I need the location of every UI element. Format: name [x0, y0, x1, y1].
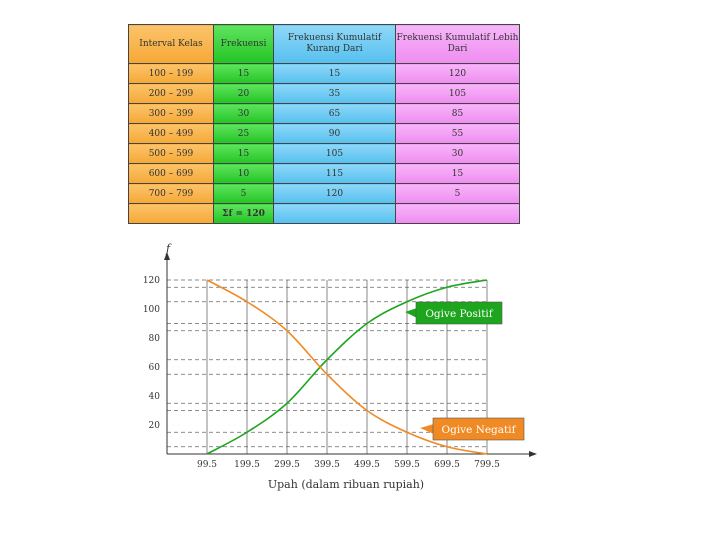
ogive-negative-pointer [420, 424, 434, 434]
interval-cell: 300 – 399 [128, 103, 214, 124]
y-tick-label: 120 [143, 276, 160, 286]
frequency-cell: 20 [213, 83, 274, 104]
cumulative-more-cell: 15 [395, 163, 520, 184]
header-cumulative-less: Frekuensi Kumulatif Kurang Dari [273, 24, 396, 64]
x-tick-label: 699.5 [434, 460, 460, 470]
frequency-cell: 25 [213, 123, 274, 144]
interval-cell: 400 – 499 [128, 123, 214, 144]
cumulative-less-cell: 90 [273, 123, 396, 144]
sum-empty-cell [395, 203, 520, 224]
table-row: 500 – 599 15 105 30 [128, 143, 520, 164]
y-tick-label: 40 [149, 392, 161, 402]
x-tick-label: 799.5 [474, 460, 500, 470]
ogive-negative-label-box [432, 417, 525, 441]
cumulative-less-cell: 120 [273, 183, 396, 204]
table-row: 700 – 799 5 120 5 [128, 183, 520, 204]
table-row: 300 – 399 30 65 85 [128, 103, 520, 124]
x-tick-label: 399.5 [314, 460, 340, 470]
x-tick-label: 299.5 [274, 460, 300, 470]
x-axis-title: Upah (dalam ribuan rupiah) [268, 478, 424, 491]
interval-cell: 200 – 299 [128, 83, 214, 104]
table-row: 400 – 499 25 90 55 [128, 123, 520, 144]
ogive-negative-line [206, 279, 488, 455]
interval-cell: 500 – 599 [128, 143, 214, 164]
table-sum-row: Σf = 120 [128, 203, 520, 224]
x-axis-arrow [529, 451, 537, 457]
x-tick-label: 499.5 [354, 460, 380, 470]
header-interval: Interval Kelas [128, 24, 214, 64]
ogive-positive-pointer [405, 308, 417, 318]
ogive-positive-line [206, 279, 488, 455]
y-tick-label: 20 [149, 421, 161, 431]
interval-cell: 100 – 199 [128, 63, 214, 84]
ogive-positive-label-box [415, 301, 503, 325]
y-tick-label: 60 [149, 363, 161, 373]
cumulative-more-cell: 5 [395, 183, 520, 204]
frequency-cell: 15 [213, 143, 274, 164]
cumulative-more-cell: 120 [395, 63, 520, 84]
y-tick-label: 100 [143, 305, 160, 315]
frequency-cell: 5 [213, 183, 274, 204]
frequency-table: Interval Kelas Frekuensi Frekuensi Kumul… [128, 24, 520, 224]
frequency-sum: Σf = 120 [213, 203, 274, 224]
y-axis-arrow [164, 252, 170, 260]
ogive-negative-label: Ogive Negatif [441, 424, 516, 436]
sum-empty-cell [273, 203, 396, 224]
ogive-positive-label: Ogive Positif [425, 308, 493, 320]
header-cumulative-more: Frekuensi Kumulatif Lebih Dari [395, 24, 520, 64]
table-row: 200 – 299 20 35 105 [128, 83, 520, 104]
cumulative-more-cell: 30 [395, 143, 520, 164]
x-tick-label: 199.5 [234, 460, 260, 470]
interval-cell: 700 – 799 [128, 183, 214, 204]
x-tick-label: 99.5 [197, 460, 217, 470]
cumulative-less-cell: 15 [273, 63, 396, 84]
x-tick-label: 599.5 [394, 460, 420, 470]
y-axis-title: f [165, 242, 172, 255]
table-row: 600 – 699 10 115 15 [128, 163, 520, 184]
frequency-cell: 30 [213, 103, 274, 124]
sum-empty-cell [128, 203, 214, 224]
table-header-row: Interval Kelas Frekuensi Frekuensi Kumul… [128, 24, 520, 64]
y-tick-label: 80 [149, 334, 161, 344]
